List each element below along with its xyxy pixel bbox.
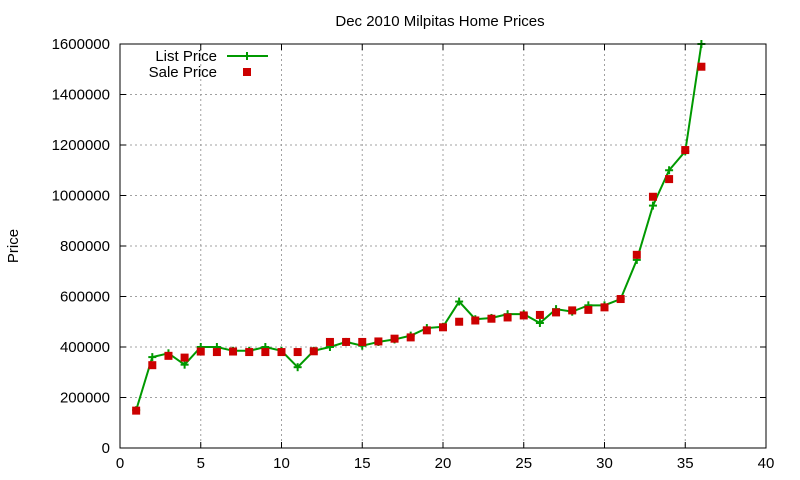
sale-price-point — [519, 311, 528, 320]
legend: List Price Sale Price — [149, 48, 268, 81]
sale-price-point — [632, 250, 641, 259]
list-price-point — [148, 353, 157, 362]
sale-price-point — [245, 348, 254, 357]
sale-price-point — [261, 348, 270, 357]
list-price-point — [648, 201, 657, 210]
sale-price-point — [584, 305, 593, 314]
sale-price-point — [697, 62, 706, 71]
sale-price-point — [552, 308, 561, 317]
list-price-point — [180, 360, 189, 369]
list-price-point — [455, 297, 464, 306]
x-tick-label: 5 — [197, 455, 205, 472]
sale-price-point — [439, 323, 447, 332]
y-tick-label: 200000 — [60, 390, 110, 407]
sale-price-point — [600, 303, 609, 312]
legend-marker-sale-price — [243, 68, 251, 76]
sale-price-point — [132, 406, 141, 415]
sale-price-point — [164, 351, 173, 360]
sale-price-point — [180, 353, 189, 362]
list-price-series — [132, 40, 706, 415]
sale-price-point — [455, 317, 464, 326]
x-tick-label: 0 — [116, 455, 124, 472]
sale-price-point — [471, 316, 480, 325]
sale-price-point — [309, 347, 318, 356]
y-tick-label: 600000 — [60, 289, 110, 306]
list-price-point — [665, 166, 674, 175]
sale-price-point — [277, 348, 286, 357]
sale-price-point — [681, 146, 690, 155]
list-price-point — [535, 319, 544, 328]
sale-price-point — [648, 192, 657, 201]
sale-price-point — [358, 337, 367, 346]
chart-title: Dec 2010 Milpitas Home Prices — [335, 13, 544, 30]
x-tick-label: 15 — [354, 455, 371, 472]
legend-label-list-price: List Price — [155, 48, 217, 65]
legend-label-sale-price: Sale Price — [149, 64, 217, 81]
sale-price-point — [229, 347, 238, 356]
sale-price-point — [342, 337, 351, 346]
x-tick-label: 30 — [596, 455, 613, 472]
sale-price-point — [535, 310, 544, 319]
sale-price-point — [503, 313, 512, 322]
sale-price-point — [293, 348, 302, 357]
plot-frame — [119, 43, 767, 449]
x-tick-labels: 0 5 10 15 20 25 30 35 40 — [116, 455, 775, 472]
sale-price-point — [390, 334, 399, 343]
sale-price-point — [196, 347, 205, 356]
list-price-point — [293, 363, 302, 372]
x-tick-label: 40 — [758, 455, 775, 472]
sale-price-series — [132, 62, 706, 415]
y-tick-label: 800000 — [60, 238, 110, 255]
sale-price-point — [212, 348, 221, 357]
y-tick-label: 400000 — [60, 339, 110, 356]
x-tick-label: 35 — [677, 455, 694, 472]
sale-price-point — [406, 333, 415, 342]
sale-price-point — [374, 337, 383, 346]
sale-price-point — [148, 361, 157, 370]
x-tick-label: 20 — [435, 455, 452, 472]
grid-lines — [119, 43, 767, 449]
sale-price-point — [616, 295, 625, 304]
x-tick-label: 25 — [515, 455, 532, 472]
sale-price-point — [325, 337, 334, 346]
y-axis-label: Price — [5, 229, 22, 263]
sale-price-point — [487, 314, 496, 323]
y-tick-label: 1400000 — [52, 87, 110, 104]
y-tick-label: 0 — [102, 440, 110, 457]
x-tick-label: 10 — [273, 455, 290, 472]
y-tick-label: 1000000 — [52, 188, 110, 205]
y-tick-label: 1600000 — [52, 36, 110, 53]
y-tick-label: 1200000 — [52, 137, 110, 154]
sale-price-point — [665, 175, 674, 184]
sale-price-point — [568, 306, 577, 315]
list-price-line — [135, 43, 703, 411]
sale-price-point — [422, 326, 431, 335]
y-tick-labels: 0 200000 400000 600000 800000 1000000 1200000 1… — [52, 36, 110, 457]
